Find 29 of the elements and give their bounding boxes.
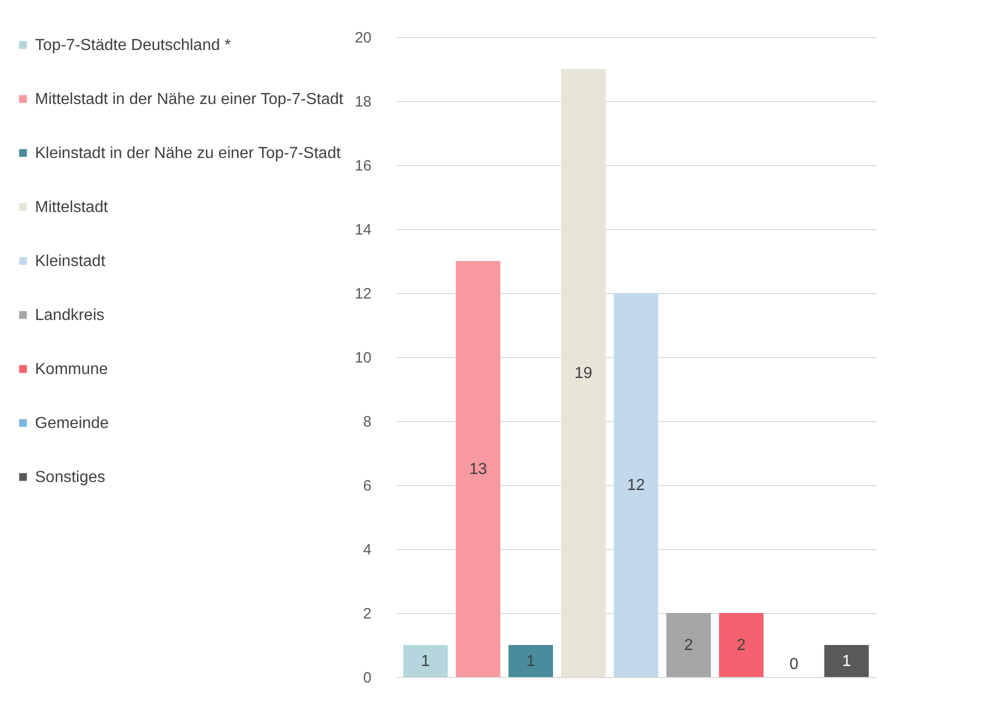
y-tick-label: 8 (363, 414, 372, 430)
data-label: 2 (684, 637, 694, 654)
data-label: 1 (842, 653, 852, 670)
y-tick-label: 18 (354, 94, 372, 110)
legend-label: Mittelstadt in der Nähe zu einer Top-7-Stadt (35, 91, 344, 108)
data-label: 1 (421, 653, 430, 670)
legend-label: Top-7-Städte Deutschland * (35, 37, 231, 54)
data-label: 2 (736, 637, 746, 654)
data-label: 13 (469, 461, 488, 478)
y-tick-label: 16 (354, 158, 372, 174)
data-label: 0 (789, 656, 798, 674)
y-tick-label: 4 (363, 542, 372, 558)
legend-label: Sonstiges (35, 469, 106, 486)
y-tick-label: 10 (354, 350, 372, 366)
y-tick-label: 12 (354, 286, 372, 302)
data-label: 1 (526, 653, 536, 670)
y-tick-label: 20 (354, 30, 372, 46)
y-tick-label: 2 (363, 606, 372, 622)
legend-label: Gemeinde (35, 415, 109, 432)
legend-label: Kommune (35, 361, 108, 378)
legend-label: Mittelstadt (35, 199, 108, 216)
legend-label: Landkreis (35, 307, 104, 324)
y-tick-label: 6 (363, 478, 372, 494)
y-tick-label: 14 (354, 222, 372, 238)
y-tick-label: 0 (363, 670, 372, 686)
data-label: 19 (574, 365, 592, 382)
data-label: 12 (627, 477, 645, 494)
legend-label: Kleinstadt in der Nähe zu einer Top-7-Stadt (35, 145, 342, 162)
legend-label: Kleinstadt (35, 253, 106, 270)
